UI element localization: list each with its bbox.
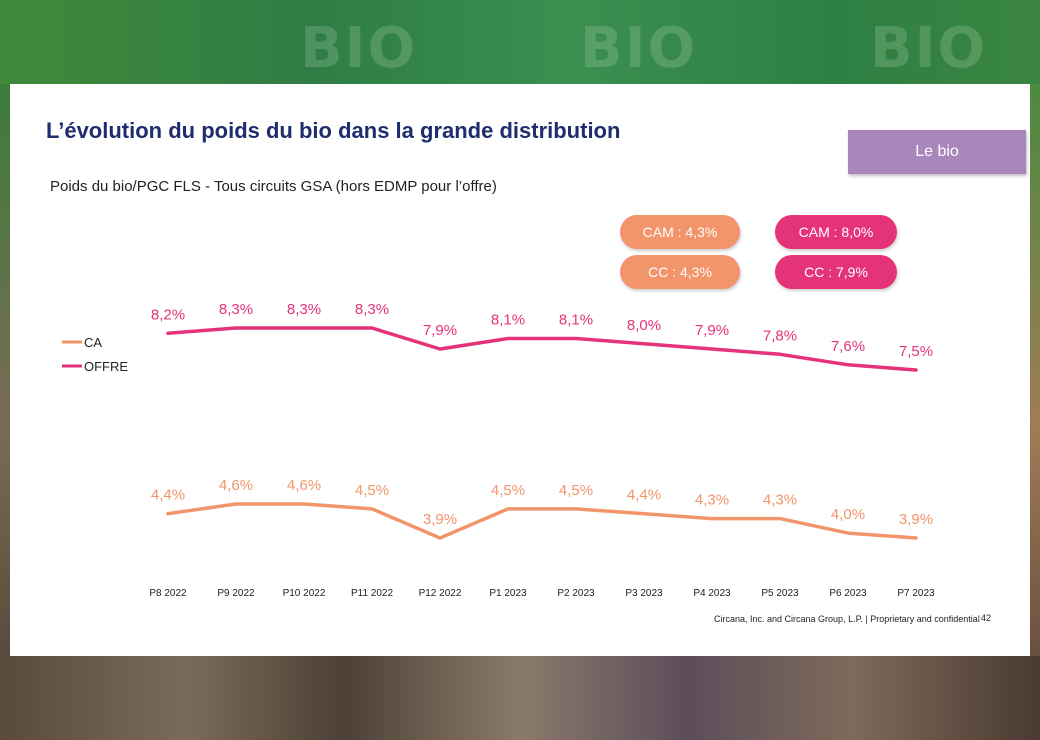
data-label: 8,3%: [355, 301, 389, 318]
x-tick-label: P4 2023: [693, 588, 731, 599]
x-tick-label: P3 2023: [625, 588, 663, 599]
background-header-photo: [0, 0, 1040, 84]
background-watermark: BIO: [870, 16, 988, 81]
offre-cam-badge: CAM : 8,0%: [775, 215, 897, 249]
data-label: 4,5%: [559, 482, 593, 499]
legend-label-offre: OFFRE: [84, 359, 128, 374]
data-label: 4,6%: [219, 477, 253, 494]
x-tick-label: P6 2023: [829, 588, 867, 599]
slide: L’évolution du poids du bio dans la gran…: [10, 84, 1030, 656]
data-label: 4,5%: [355, 482, 389, 499]
chart-lines: [166, 326, 918, 540]
data-label: 7,8%: [763, 327, 797, 344]
slide-title: L’évolution du poids du bio dans la gran…: [46, 118, 621, 143]
x-tick-label: P10 2022: [283, 588, 326, 599]
ca-cc-badge: CC : 4,3%: [620, 255, 740, 289]
x-tick-label: P11 2022: [351, 588, 394, 599]
background-watermark: BIO: [300, 16, 418, 81]
data-label: 8,0%: [627, 317, 661, 334]
data-label: 4,3%: [763, 492, 797, 509]
background-watermark: BIO: [580, 16, 698, 81]
data-label: 7,5%: [899, 343, 933, 360]
data-label: 4,4%: [627, 487, 661, 504]
data-label: 8,3%: [287, 301, 321, 318]
x-tick-label: P2 2023: [557, 588, 595, 599]
section-tag: Le bio: [848, 130, 1026, 174]
data-label: 4,0%: [831, 506, 865, 523]
page-number: 42: [981, 613, 992, 623]
offre-cc-badge: CC : 7,9%: [775, 255, 897, 289]
background-right-photo: [1030, 84, 1040, 656]
chart-data-labels: 8,2% 8,3% 8,3% 8,3% 7,9% 8,1% 8,1% 8,0% 7,9% 7,8%…: [151, 301, 933, 528]
data-label: 8,3%: [219, 301, 253, 318]
data-label: 4,5%: [491, 482, 525, 499]
x-tick-label: P8 2022: [149, 588, 187, 599]
x-tick-label: P7 2023: [897, 588, 935, 599]
x-tick-label: P9 2022: [217, 588, 255, 599]
data-label: 7,9%: [423, 322, 457, 339]
data-label: 7,6%: [831, 338, 865, 355]
background-left-photo: [0, 84, 10, 656]
chart-x-axis: P8 2022 P9 2022 P10 2022 P11 2022 P12 2022 P1…: [149, 588, 935, 599]
data-label: 4,3%: [695, 492, 729, 509]
ca-cam-badge: CAM : 4,3%: [620, 215, 740, 249]
footer-copyright: Circana, Inc. and Circana Group, L.P. | …: [714, 614, 980, 624]
x-tick-label: P12 2022: [419, 588, 462, 599]
x-tick-label: P1 2023: [489, 588, 527, 599]
legend-label-ca: CA: [84, 335, 102, 350]
series-line-offre: [166, 326, 918, 372]
data-label: 4,6%: [287, 477, 321, 494]
data-label: 3,9%: [423, 511, 457, 528]
data-label: 3,9%: [899, 511, 933, 528]
data-label: 4,4%: [151, 487, 185, 504]
background-footer-photo: [0, 656, 1040, 740]
data-label: 8,1%: [491, 312, 525, 329]
chart-legend: CA OFFRE: [62, 335, 128, 374]
x-tick-label: P5 2023: [761, 588, 799, 599]
data-label: 8,1%: [559, 312, 593, 329]
chart-subtitle: Poids du bio/PGC FLS - Tous circuits GSA…: [50, 178, 497, 195]
data-label: 7,9%: [695, 322, 729, 339]
data-label: 8,2%: [151, 306, 185, 323]
series-line-ca: [166, 502, 918, 540]
